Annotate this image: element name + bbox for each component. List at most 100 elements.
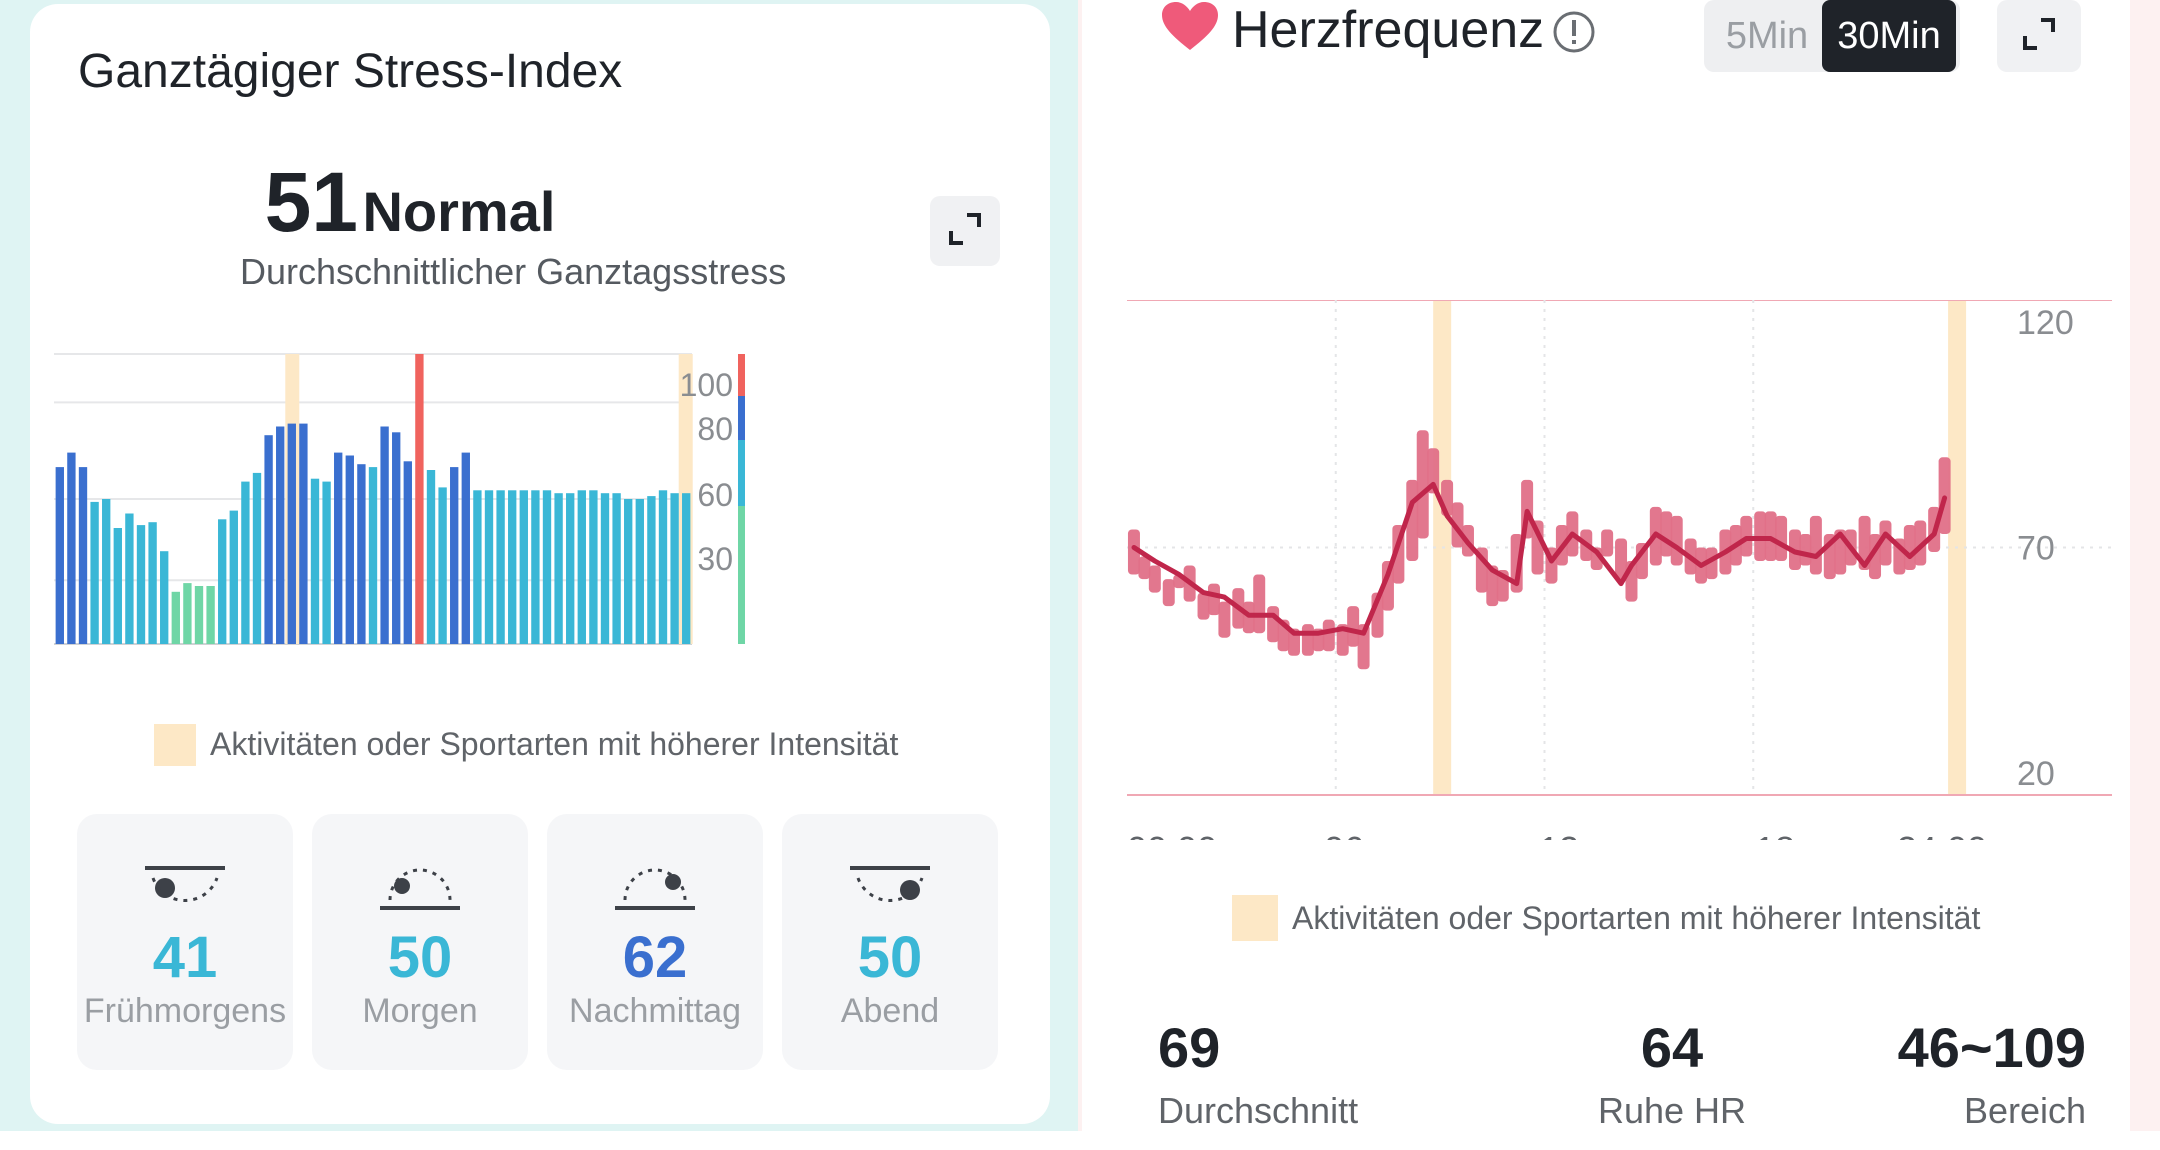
stress-bar: [508, 490, 517, 644]
stress-bar: [450, 467, 459, 644]
stress-bar: [392, 432, 401, 644]
period-tile[interactable]: 62 Nachmittag: [547, 814, 763, 1070]
heart-rate-card[interactable]: Herzfrequenz 5Min 30Min 120 70 20 00:00 06 1…: [1082, 0, 2130, 1150]
stress-bar: [125, 513, 134, 644]
hr-range-bar: [1207, 583, 1220, 616]
hr-x-tick-label: 00:00: [1127, 829, 1217, 840]
period-value: 50: [387, 925, 453, 990]
legend-activity-swatch: [154, 724, 196, 766]
hr-x-tick-label: 18: [1755, 829, 1795, 840]
stress-subtitle: Durchschnittlicher Ganztagsstress: [240, 251, 787, 292]
stress-bar: [438, 487, 447, 644]
hr-x-tick-label: 06: [1324, 829, 1364, 840]
stress-legend-text: Aktivitäten oder Sportarten mit höherer …: [210, 726, 899, 762]
hr-x-tick-label: 12: [1539, 829, 1579, 840]
stress-y-tick-label: 80: [697, 411, 733, 447]
stress-bar: [183, 583, 192, 644]
stress-level: Normal: [362, 180, 556, 243]
stress-bar: [368, 467, 378, 644]
stress-bar: [542, 490, 552, 644]
stress-bar: [299, 423, 308, 644]
stress-bar: [148, 522, 157, 644]
hr-range-bar: [1127, 529, 1140, 575]
period-value: 50: [857, 925, 923, 990]
stress-level-scale-segment: [738, 396, 745, 440]
afternoon-sun-icon: [615, 864, 695, 917]
stress-level-scale-segment: [738, 354, 745, 396]
hr-range-bar: [1799, 533, 1812, 566]
stress-bar: [136, 525, 146, 644]
hr-range-bar: [1267, 606, 1280, 643]
hr-range-bar: [1336, 624, 1349, 656]
stress-bar: [403, 461, 412, 644]
stress-expand-button[interactable]: [930, 196, 1000, 266]
stress-bar: [357, 464, 366, 644]
hr-range-bar: [1615, 538, 1628, 580]
stress-bar: [171, 591, 180, 644]
hr-range-bar: [1486, 565, 1499, 607]
heart-title: Herzfrequenz: [1232, 1, 1545, 59]
stat-resting-label: Ruhe HR: [1597, 1090, 1747, 1131]
hr-range-bar: [1197, 592, 1210, 620]
hr-range-bar: [1148, 565, 1161, 593]
period-tile[interactable]: 41 Frühmorgens: [77, 814, 293, 1070]
hr-x-tick-label: 24:00: [1897, 829, 1987, 840]
stat-range-value: 46~109: [1897, 1016, 2086, 1079]
stress-bar: [682, 493, 691, 644]
stress-bar: [160, 551, 169, 644]
hr-y-tick-label: 20: [2017, 755, 2055, 793]
sunrise-icon: [380, 864, 460, 917]
stress-bar: [658, 490, 668, 644]
expand-icon: [2019, 14, 2059, 59]
stress-bar: [194, 586, 204, 644]
stress-bar: [531, 490, 540, 644]
stress-bar: [484, 490, 494, 644]
hr-range-bar: [1218, 601, 1231, 638]
stress-bar: [241, 481, 250, 644]
stress-bar: [380, 426, 389, 644]
stress-y-tick-label: 100: [680, 367, 733, 403]
hr-range-bar: [1903, 524, 1916, 571]
stress-bar: [496, 490, 505, 644]
heart-expand-button[interactable]: [1997, 0, 2081, 72]
stress-bar: [322, 481, 331, 644]
stress-y-tick-label: 30: [697, 541, 733, 577]
stress-bar: [600, 493, 610, 644]
stress-y-tick-label: 60: [697, 477, 733, 513]
hr-y-tick-label: 70: [2017, 530, 2055, 568]
hr-y-tick-label: 120: [2017, 304, 2074, 342]
interval-30min-option[interactable]: 30Min: [1822, 0, 1956, 72]
hr-range-bar: [1879, 520, 1892, 566]
stress-card[interactable]: Ganztägiger Stress-Index 51 Normal Durch…: [30, 4, 1050, 1124]
hr-range-bar: [1416, 430, 1429, 539]
stress-bar: [287, 423, 296, 644]
interval-5min-option[interactable]: 5Min: [1725, 14, 1809, 57]
hr-range-bar: [1427, 448, 1440, 494]
stat-average-label: Durchschnitt: [1158, 1090, 1359, 1131]
stress-bar: [264, 435, 273, 644]
stress-bar: [102, 499, 111, 644]
night-early-icon: [145, 864, 225, 917]
stress-summary: 51 Normal: [30, 154, 790, 251]
period-tile[interactable]: 50 Abend: [782, 814, 998, 1070]
stress-bar: [624, 499, 633, 644]
hr-range-bar: [1162, 579, 1175, 607]
stress-bar: [426, 470, 436, 644]
interval-toggle[interactable]: 5Min 30Min: [1704, 0, 1960, 72]
evening-moon-icon: [850, 864, 930, 917]
stress-level-scale-segment: [738, 506, 745, 644]
stress-bar: [252, 472, 262, 644]
stat-resting-value: 64: [1640, 1016, 1704, 1079]
stress-bar: [612, 493, 621, 644]
stress-bar: [647, 496, 656, 644]
legend-activity-swatch: [1232, 895, 1278, 941]
stress-bar: [519, 490, 528, 644]
stress-bar: [218, 519, 227, 644]
hr-range-bar: [1601, 529, 1614, 557]
hr-range-bar: [1347, 606, 1360, 647]
period-tile[interactable]: 50 Morgen: [312, 814, 528, 1070]
info-icon[interactable]: [1552, 10, 1596, 59]
stress-bar: [78, 467, 88, 644]
stress-bar: [334, 452, 343, 644]
